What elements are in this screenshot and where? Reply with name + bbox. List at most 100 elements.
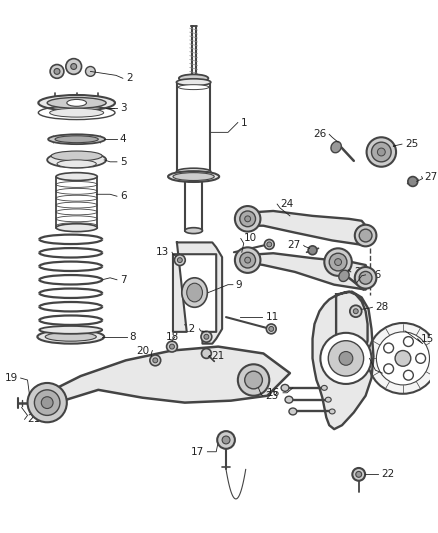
Ellipse shape — [187, 283, 202, 302]
Ellipse shape — [37, 330, 104, 344]
Ellipse shape — [56, 173, 97, 181]
Ellipse shape — [285, 396, 293, 403]
Circle shape — [71, 63, 77, 69]
Circle shape — [85, 67, 95, 76]
Text: 27: 27 — [287, 240, 301, 251]
Ellipse shape — [289, 408, 297, 415]
Ellipse shape — [356, 471, 362, 478]
Polygon shape — [173, 243, 222, 344]
Ellipse shape — [57, 160, 96, 168]
Text: 4: 4 — [120, 134, 127, 144]
Ellipse shape — [265, 239, 274, 249]
Text: 15: 15 — [420, 334, 434, 344]
Text: 18: 18 — [166, 332, 179, 342]
Ellipse shape — [240, 211, 255, 227]
Ellipse shape — [48, 134, 105, 144]
Circle shape — [222, 436, 230, 444]
Text: 17: 17 — [191, 447, 205, 457]
Ellipse shape — [177, 168, 211, 175]
Ellipse shape — [355, 267, 376, 288]
Text: 21: 21 — [211, 351, 225, 361]
Ellipse shape — [185, 228, 202, 233]
Circle shape — [245, 371, 262, 389]
Text: 11: 11 — [265, 312, 279, 322]
Ellipse shape — [281, 384, 289, 391]
Ellipse shape — [353, 309, 358, 314]
Ellipse shape — [352, 468, 365, 481]
Text: 20: 20 — [136, 345, 149, 356]
Circle shape — [403, 337, 413, 346]
Circle shape — [384, 364, 394, 374]
Circle shape — [217, 431, 235, 449]
Polygon shape — [244, 211, 371, 245]
Text: 10: 10 — [244, 233, 257, 244]
Ellipse shape — [350, 305, 362, 317]
Polygon shape — [41, 346, 290, 413]
Ellipse shape — [39, 326, 102, 334]
Ellipse shape — [201, 332, 212, 342]
Ellipse shape — [173, 173, 214, 181]
Circle shape — [35, 390, 60, 415]
Circle shape — [238, 364, 269, 395]
Ellipse shape — [55, 136, 98, 143]
Text: 28: 28 — [375, 302, 389, 312]
Ellipse shape — [39, 95, 115, 111]
Ellipse shape — [178, 85, 209, 90]
Text: 27: 27 — [424, 172, 438, 182]
Text: 12: 12 — [184, 324, 197, 334]
Text: 1: 1 — [241, 117, 247, 127]
Polygon shape — [313, 292, 374, 429]
Circle shape — [339, 351, 353, 365]
Text: 23: 23 — [265, 391, 279, 401]
Text: 19: 19 — [4, 373, 18, 383]
Ellipse shape — [177, 79, 211, 86]
Circle shape — [403, 370, 413, 380]
Text: 2: 2 — [126, 74, 132, 83]
Ellipse shape — [359, 271, 372, 284]
Circle shape — [376, 332, 430, 385]
Ellipse shape — [335, 259, 342, 265]
Ellipse shape — [170, 344, 174, 349]
Ellipse shape — [240, 252, 255, 268]
Circle shape — [28, 383, 67, 422]
Ellipse shape — [51, 151, 102, 161]
Ellipse shape — [308, 246, 317, 255]
Ellipse shape — [325, 397, 331, 402]
Circle shape — [384, 343, 394, 353]
Text: 7: 7 — [120, 275, 127, 285]
Ellipse shape — [267, 242, 272, 247]
Ellipse shape — [47, 98, 106, 108]
Ellipse shape — [331, 141, 341, 153]
Circle shape — [66, 59, 81, 75]
Ellipse shape — [166, 341, 177, 352]
Text: 21: 21 — [28, 414, 41, 424]
Ellipse shape — [201, 349, 211, 358]
Ellipse shape — [266, 324, 276, 334]
Ellipse shape — [408, 176, 418, 187]
Circle shape — [41, 397, 53, 408]
Circle shape — [416, 353, 426, 364]
Ellipse shape — [235, 206, 261, 232]
Ellipse shape — [45, 333, 96, 341]
Text: 3: 3 — [120, 103, 127, 113]
Ellipse shape — [153, 358, 158, 363]
Ellipse shape — [371, 142, 391, 162]
Ellipse shape — [182, 278, 207, 308]
Ellipse shape — [367, 138, 396, 167]
Ellipse shape — [324, 248, 352, 276]
Circle shape — [395, 351, 411, 366]
Polygon shape — [244, 253, 371, 289]
Ellipse shape — [56, 224, 97, 232]
Ellipse shape — [359, 229, 372, 242]
Ellipse shape — [168, 171, 219, 182]
Ellipse shape — [269, 326, 274, 332]
Text: 8: 8 — [130, 332, 136, 342]
Ellipse shape — [177, 257, 182, 263]
Text: 26: 26 — [368, 270, 382, 280]
Ellipse shape — [179, 75, 208, 82]
Ellipse shape — [329, 253, 347, 271]
Text: 13: 13 — [156, 247, 169, 257]
Text: 22: 22 — [381, 470, 395, 479]
Ellipse shape — [339, 270, 349, 281]
Ellipse shape — [378, 148, 385, 156]
